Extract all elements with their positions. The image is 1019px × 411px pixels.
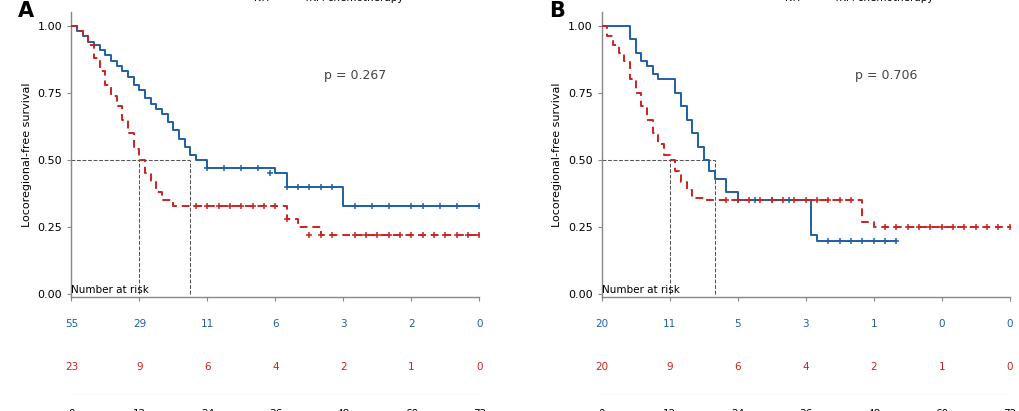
- Text: 11: 11: [662, 319, 676, 329]
- Legend: KTI, TKI+chemotherapy: KTI, TKI+chemotherapy: [755, 0, 936, 7]
- Text: 2: 2: [869, 362, 876, 372]
- Y-axis label: Locoregional-free survival: Locoregional-free survival: [552, 82, 561, 227]
- Text: 60: 60: [405, 409, 418, 411]
- Text: 24: 24: [731, 409, 744, 411]
- Text: 4: 4: [802, 362, 808, 372]
- Text: 12: 12: [132, 409, 146, 411]
- Legend: KTI, TKI+chemotherapy: KTI, TKI+chemotherapy: [225, 0, 407, 7]
- Text: 6: 6: [272, 319, 278, 329]
- Text: 23: 23: [65, 362, 77, 372]
- Text: 48: 48: [866, 409, 879, 411]
- Text: 48: 48: [336, 409, 350, 411]
- Text: 3: 3: [802, 319, 808, 329]
- Text: 6: 6: [204, 362, 211, 372]
- Text: 72: 72: [1003, 409, 1015, 411]
- Text: 11: 11: [201, 319, 214, 329]
- Text: 9: 9: [136, 362, 143, 372]
- Text: 20: 20: [595, 362, 607, 372]
- Text: 24: 24: [201, 409, 214, 411]
- Text: 36: 36: [799, 409, 811, 411]
- Text: 0: 0: [476, 319, 482, 329]
- Text: 36: 36: [269, 409, 281, 411]
- Text: B: B: [548, 1, 565, 21]
- Text: 20: 20: [595, 319, 607, 329]
- Text: 72: 72: [473, 409, 485, 411]
- Y-axis label: Locoregional-free survival: Locoregional-free survival: [22, 82, 32, 227]
- Text: 60: 60: [934, 409, 948, 411]
- Text: 4: 4: [272, 362, 278, 372]
- Text: 3: 3: [339, 319, 346, 329]
- Text: 55: 55: [65, 319, 77, 329]
- Text: 5: 5: [734, 319, 741, 329]
- Text: 1: 1: [869, 319, 876, 329]
- Text: 12: 12: [662, 409, 676, 411]
- Text: p = 0.267: p = 0.267: [324, 69, 386, 82]
- Text: 2: 2: [339, 362, 346, 372]
- Text: 0: 0: [937, 319, 945, 329]
- Text: Number at risk: Number at risk: [71, 285, 149, 295]
- Text: 2: 2: [408, 319, 415, 329]
- Text: 29: 29: [132, 319, 146, 329]
- Text: p = 0.706: p = 0.706: [854, 69, 916, 82]
- Text: 0: 0: [1006, 362, 1012, 372]
- Text: 1: 1: [408, 362, 415, 372]
- Text: A: A: [18, 1, 35, 21]
- Text: 0: 0: [476, 362, 482, 372]
- Text: 9: 9: [665, 362, 673, 372]
- Text: 0: 0: [68, 409, 74, 411]
- Text: Number at risk: Number at risk: [601, 285, 679, 295]
- Text: 0: 0: [1006, 319, 1012, 329]
- Text: 0: 0: [598, 409, 604, 411]
- Text: 1: 1: [937, 362, 945, 372]
- Text: 6: 6: [734, 362, 741, 372]
